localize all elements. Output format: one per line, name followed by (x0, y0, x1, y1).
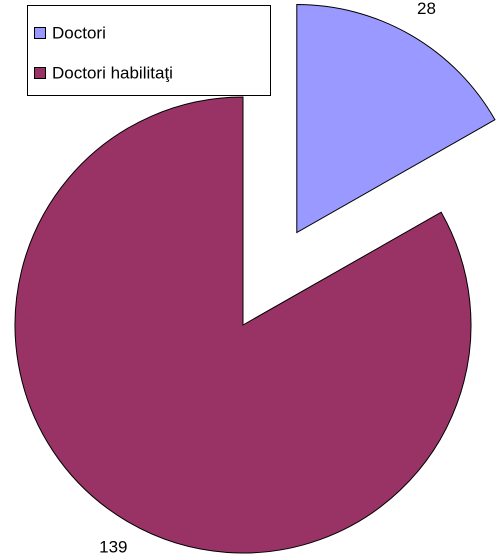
pie-slice (14, 96, 472, 554)
legend-swatch (34, 27, 46, 39)
data-label: 28 (417, 0, 436, 18)
legend-box (27, 5, 271, 96)
legend-label: Doctori habilitaţi (52, 63, 173, 82)
legend-label: Doctori (52, 23, 106, 42)
pie-slice (296, 4, 496, 234)
legend: Doctori Doctori habilitaţi (27, 5, 271, 96)
data-label: 139 (99, 538, 127, 554)
legend-swatch (34, 67, 46, 79)
